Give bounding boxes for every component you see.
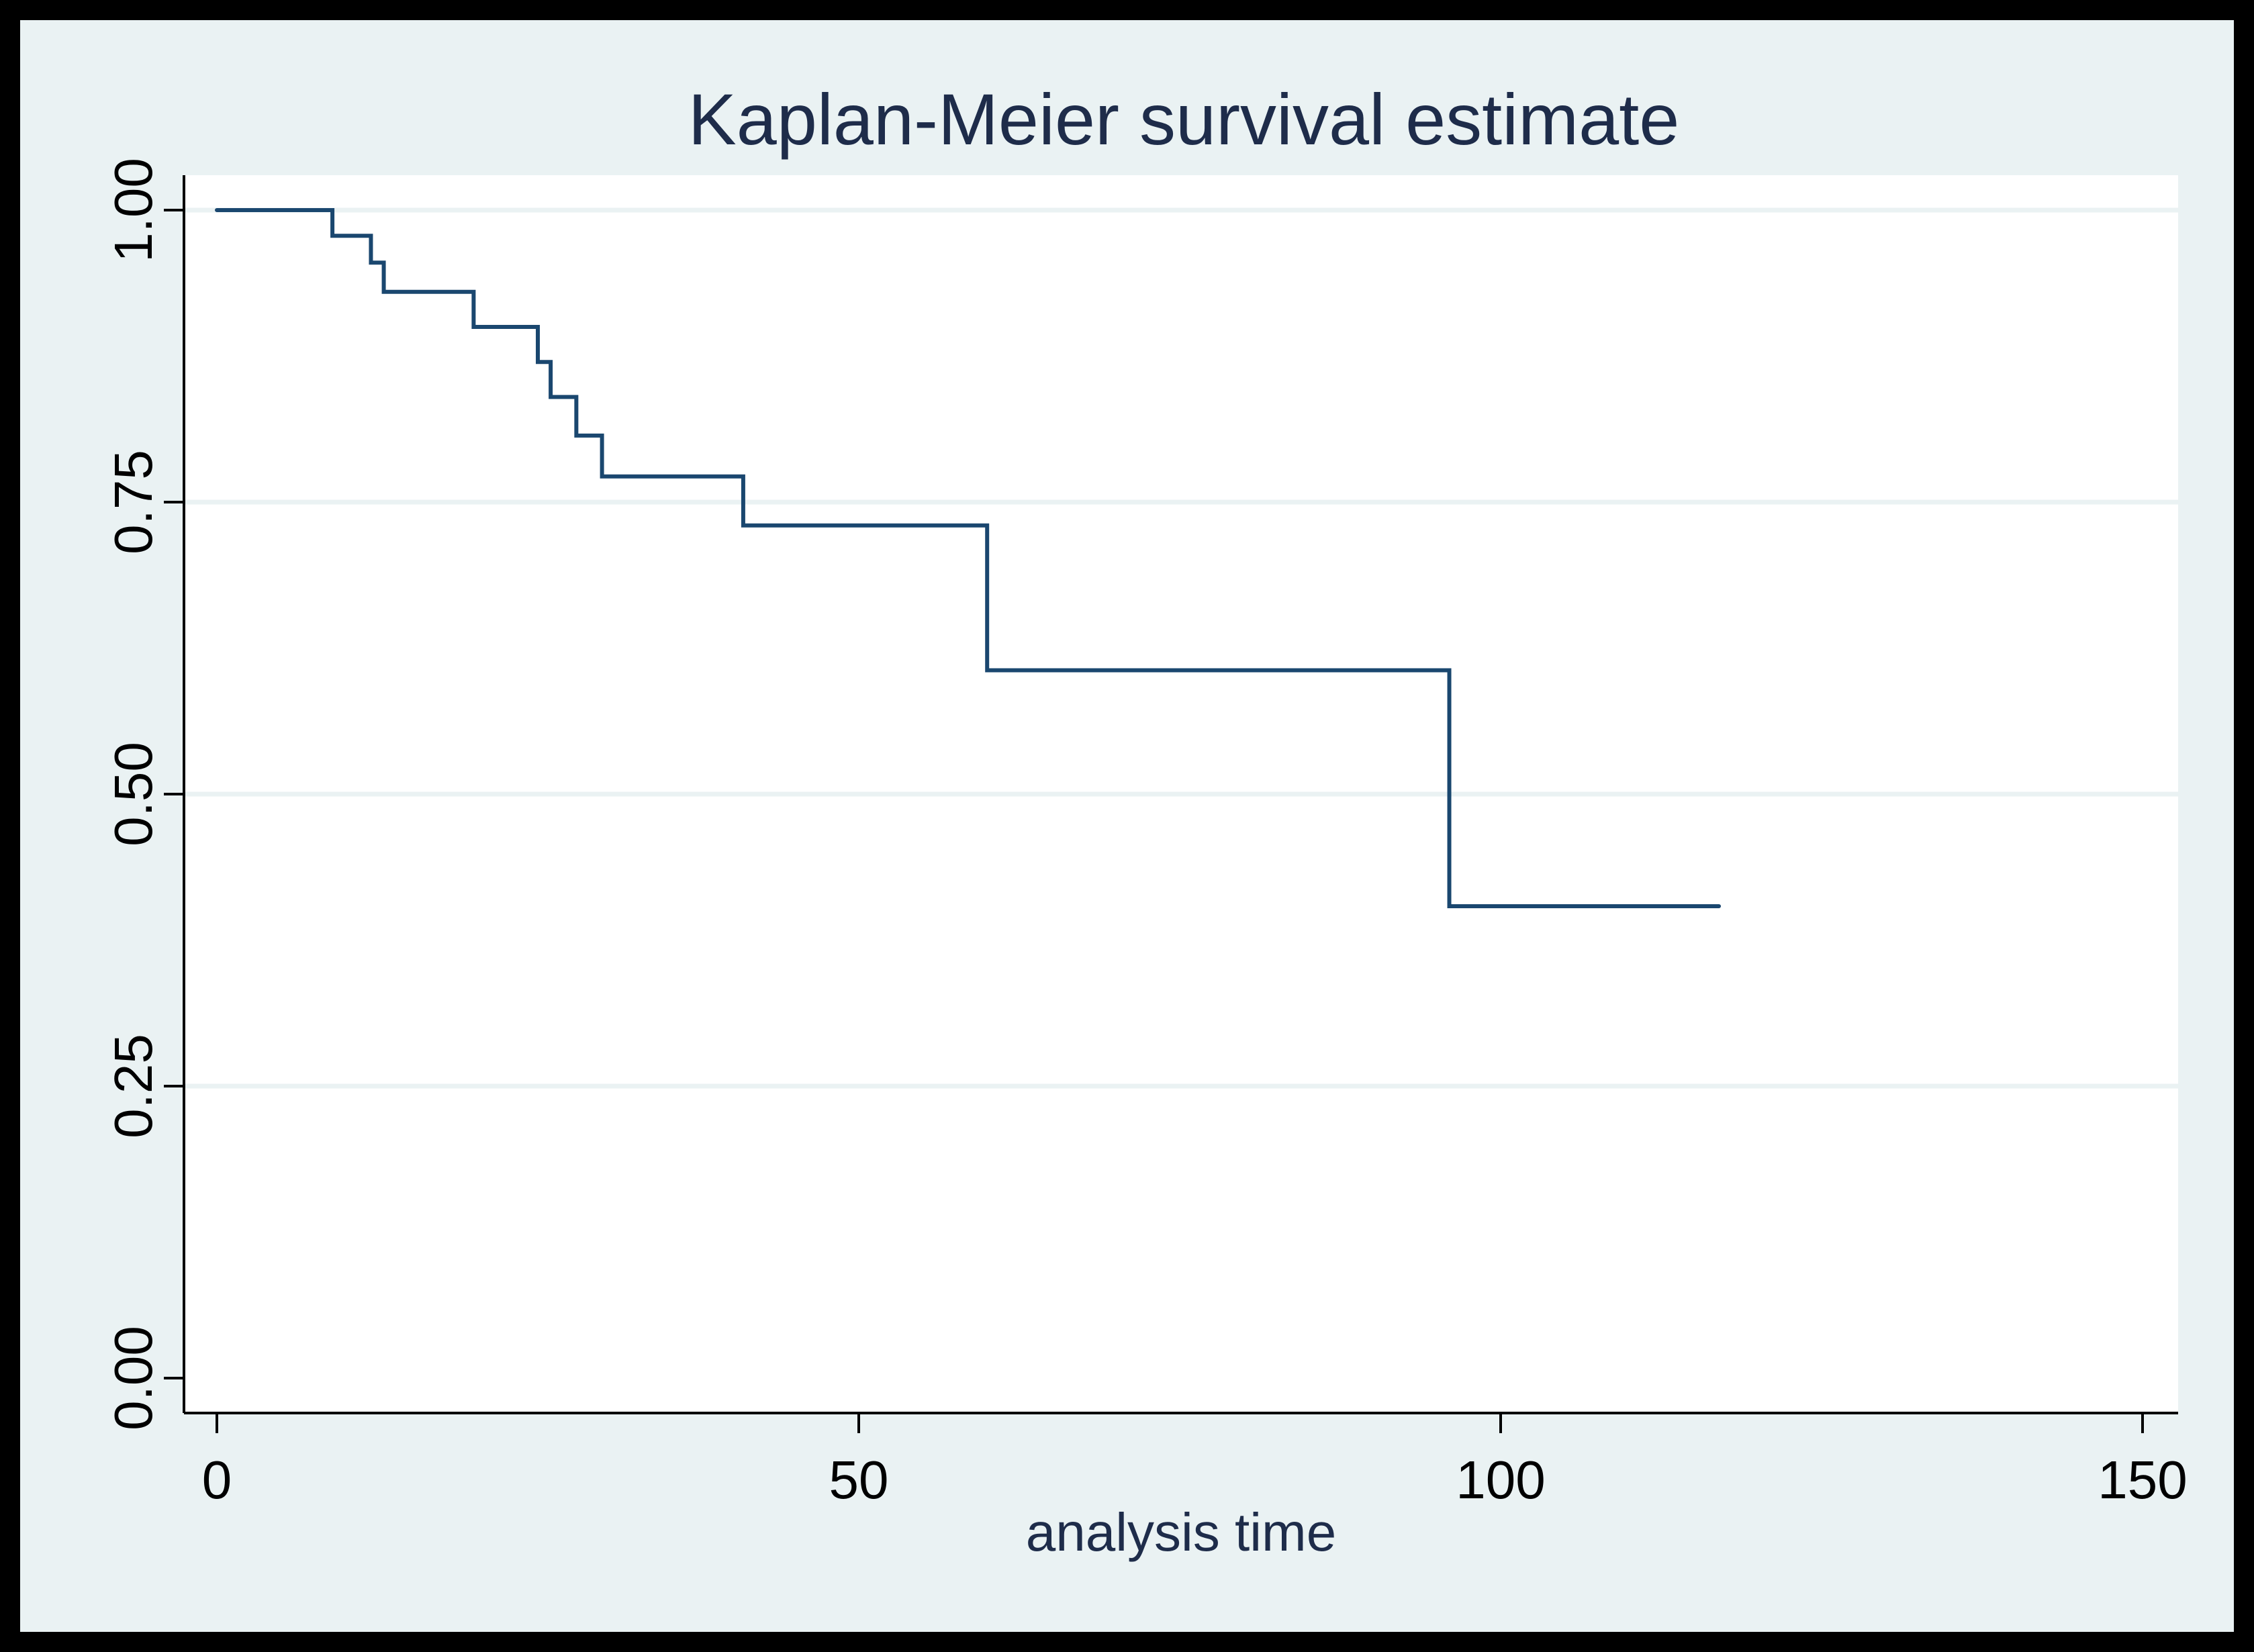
- x-tick-label-3: 150: [2098, 1450, 2187, 1510]
- y-tick-label-3: 0.75: [103, 450, 163, 554]
- x-tick-label-2: 100: [1456, 1450, 1545, 1510]
- grid-lines: [184, 207, 2178, 1089]
- x-tick-label-1: 50: [829, 1450, 889, 1510]
- chart-title: Kaplan-Meier survival estimate: [688, 79, 1680, 160]
- y-tick-label-1: 0.25: [103, 1034, 163, 1138]
- y-tick-label-2: 0.50: [103, 742, 163, 846]
- series-layer: [215, 208, 1722, 909]
- x-tick-label-0: 0: [202, 1450, 232, 1510]
- survival-curve: [215, 208, 1722, 909]
- y-tick-label-4: 1.00: [103, 158, 163, 262]
- x-axis-label: analysis time: [1026, 1502, 1336, 1562]
- y-tick-label-0: 0.00: [103, 1326, 163, 1430]
- axes: 0.00 0.25 0.50 0.75 1.00 0 50 100 150: [103, 158, 2188, 1510]
